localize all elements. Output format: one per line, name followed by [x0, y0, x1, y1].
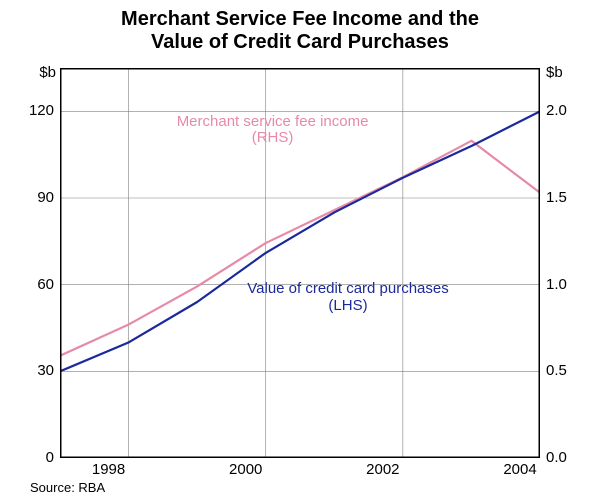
chart-title: Merchant Service Fee Income and the Valu… [0, 8, 600, 54]
credit-card-value-label: Value of credit card purchases(LHS) [228, 281, 468, 314]
x-tick: 2000 [226, 461, 266, 478]
y-left-tick: 0 [20, 449, 54, 466]
y-right-tick: 0.5 [546, 362, 567, 379]
y-left-tick: 60 [20, 276, 54, 293]
x-tick: 1998 [89, 461, 129, 478]
y-right-unit: $b [546, 64, 563, 81]
source-note: Source: RBA [30, 480, 105, 495]
y-left-tick: 30 [20, 362, 54, 379]
x-tick: 2004 [500, 461, 540, 478]
chart-container: Merchant Service Fee Income and the Valu… [0, 0, 600, 501]
y-left-unit: $b [28, 64, 56, 81]
title-line1: Merchant Service Fee Income and the [121, 8, 479, 30]
merchant-fee-label: Merchant service fee income(RHS) [153, 114, 393, 147]
y-left-tick: 90 [20, 189, 54, 206]
y-right-tick: 0.0 [546, 449, 567, 466]
x-tick: 2002 [363, 461, 403, 478]
y-right-tick: 1.0 [546, 276, 567, 293]
y-left-tick: 120 [20, 102, 54, 119]
y-right-tick: 1.5 [546, 189, 567, 206]
y-right-tick: 2.0 [546, 102, 567, 119]
title-line2: Value of Credit Card Purchases [151, 31, 449, 53]
